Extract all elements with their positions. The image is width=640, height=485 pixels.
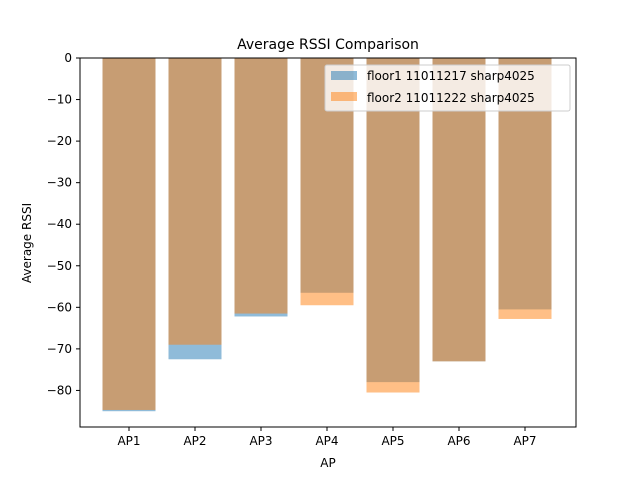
chart-title: Average RSSI Comparison (237, 37, 419, 53)
legend-swatch-floor1 (331, 71, 357, 80)
x-axis-label: AP (320, 456, 335, 470)
x-tick-label: AP3 (249, 434, 272, 448)
y-tick-label: −50 (47, 259, 72, 273)
x-tick-label: AP1 (117, 434, 140, 448)
x-tick-label: AP5 (381, 434, 404, 448)
x-tick-label: AP6 (447, 434, 470, 448)
y-tick-label: −20 (47, 134, 72, 148)
y-tick-label: −80 (47, 383, 72, 397)
y-tick-label: 0 (64, 51, 72, 65)
x-tick-label: AP7 (513, 434, 536, 448)
legend-swatch-floor2 (331, 92, 357, 101)
legend-label-floor2: floor2 11011222 sharp4025 (367, 91, 535, 105)
y-ticks: 0 −10 −20 −30 −40 −50 −60 −70 −80 (47, 51, 80, 397)
y-axis-label: Average RSSI (20, 203, 34, 283)
bar-series2-ap2 (168, 58, 222, 345)
y-tick-label: −10 (47, 93, 72, 107)
x-ticks: AP1 AP2 AP3 AP4 AP5 AP6 AP7 (117, 427, 537, 448)
legend: floor1 11011217 sharp4025 floor2 1101122… (324, 64, 571, 112)
x-tick-label: AP2 (183, 434, 206, 448)
y-tick-label: −40 (47, 217, 72, 231)
plot-frame (79, 57, 577, 428)
legend-label-floor1: floor1 11011217 sharp4025 (367, 69, 535, 83)
y-tick-label: −30 (47, 176, 72, 190)
y-tick-label: −60 (47, 300, 72, 314)
legend-box (324, 64, 571, 112)
bar-series2-ap5 (366, 58, 420, 393)
bars-layer (102, 58, 552, 412)
bar-series2-ap3 (234, 58, 288, 314)
y-tick-label: −70 (47, 342, 72, 356)
x-tick-label: AP4 (315, 434, 338, 448)
bar-series2-ap1 (102, 58, 156, 410)
